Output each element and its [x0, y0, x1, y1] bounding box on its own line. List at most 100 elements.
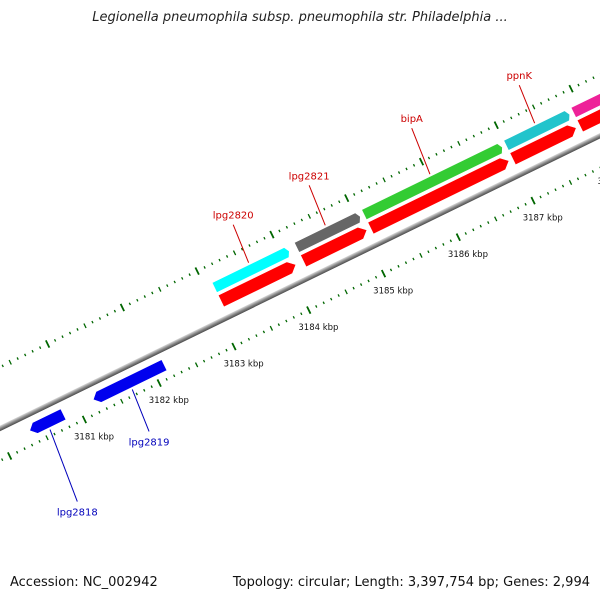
inner-tick: [330, 297, 333, 301]
outer-tick: [24, 353, 27, 357]
outer-tick: [480, 131, 483, 134]
inner-tick: [374, 275, 378, 279]
inner-tick: [217, 352, 221, 356]
outer-tick: [353, 193, 356, 196]
inner-tick: [68, 425, 71, 429]
outer-tick: [307, 213, 312, 219]
outer-tick: [106, 313, 109, 317]
inner-tick: [269, 325, 274, 331]
inner-tick: [38, 439, 41, 443]
gene-label-leader: [49, 429, 78, 502]
inner-tick: [143, 388, 146, 392]
scale-tick-label: 3181 kbp: [74, 432, 114, 442]
inner-tick: [584, 173, 587, 177]
inner-tick: [322, 301, 325, 305]
genome-summary-text: Topology: circular; Length: 3,397,754 bp…: [232, 575, 590, 590]
inner-tick: [120, 398, 124, 404]
outer-tick: [577, 83, 580, 87]
outer-tick: [143, 295, 146, 298]
gene-ppnK[interactable]: [503, 109, 572, 151]
outer-tick: [91, 320, 94, 324]
outer-tick: [38, 346, 42, 350]
outer-tick: [240, 247, 244, 251]
gene-label-leader: [131, 389, 150, 432]
inner-tick: [509, 210, 512, 214]
outer-tick: [338, 200, 341, 204]
gene-label-lpg2821[interactable]: lpg2821: [289, 171, 330, 182]
inner-tick: [300, 312, 303, 316]
gene-lpg2818[interactable]: [27, 408, 67, 436]
gene-lpg2819[interactable]: [91, 359, 168, 405]
cds-lpg2820[interactable]: [217, 259, 298, 308]
gene-label-ppnK[interactable]: ppnK: [506, 71, 532, 82]
inner-tick: [517, 206, 520, 210]
outer-tick: [323, 207, 326, 211]
inner-tick: [194, 362, 199, 368]
inner-tick: [128, 396, 131, 400]
outer-tick: [592, 76, 595, 80]
inner-tick: [180, 370, 183, 374]
gene-lpg2820[interactable]: [211, 246, 292, 293]
outer-tick: [465, 138, 468, 142]
scale-tick-label: 3183 kbp: [224, 359, 264, 369]
outer-tick: [502, 120, 505, 123]
outer-tick: [166, 284, 169, 288]
inner-tick: [98, 410, 101, 414]
cds-ppnK[interactable]: [509, 122, 579, 166]
cds-recN[interactable]: [576, 58, 600, 133]
gene-label-lpg2820[interactable]: lpg2820: [213, 211, 254, 222]
gene-label-lpg2819[interactable]: lpg2819: [129, 437, 170, 448]
scale-tick-label: 3186 kbp: [448, 250, 488, 260]
inner-tick: [502, 213, 505, 217]
scale-tick-label: 3182 kbp: [149, 396, 189, 406]
outer-tick: [136, 298, 139, 302]
outer-tick: [248, 244, 251, 247]
outer-tick: [435, 152, 438, 156]
outer-tick: [517, 112, 520, 116]
outer-tick: [255, 240, 259, 244]
inner-tick: [530, 196, 536, 205]
outer-tick: [188, 273, 191, 277]
gene-label-lpg2818[interactable]: lpg2818: [57, 508, 98, 519]
cds-bipA[interactable]: [367, 155, 512, 235]
inner-tick: [231, 342, 237, 351]
cds-lpg2821[interactable]: [300, 224, 369, 268]
outer-tick: [151, 291, 154, 295]
scale-tick-label: 3185 kbp: [373, 286, 413, 296]
inner-tick: [165, 377, 168, 381]
outer-tick: [300, 218, 303, 222]
outer-tick: [218, 258, 221, 262]
inner-tick: [15, 450, 19, 454]
inner-tick: [202, 359, 206, 363]
gene-label-bipA[interactable]: bipA: [401, 114, 423, 125]
gene-recN[interactable]: [570, 46, 600, 118]
inner-tick: [53, 432, 56, 436]
inner-tick: [472, 228, 475, 232]
inner-tick: [81, 415, 87, 424]
inner-tick: [156, 379, 162, 388]
map-title: Legionella pneumophila subsp. pneumophil…: [92, 10, 508, 25]
inner-tick: [427, 250, 430, 254]
outer-tick: [368, 185, 371, 189]
outer-tick: [225, 255, 229, 258]
outer-tick: [330, 203, 333, 207]
scale-labels: 3181 kbp 3182 kbp 3183 kbp 3184 kbp 3185 kbp…: [74, 177, 600, 442]
outer-tick: [382, 177, 386, 183]
outer-tick: [397, 171, 401, 174]
inner-tick: [277, 323, 280, 327]
outer-tick: [119, 303, 125, 312]
gene-bipA[interactable]: [361, 142, 505, 221]
outer-tick: [83, 323, 87, 329]
inner-tick: [344, 289, 348, 295]
inner-tick: [546, 191, 550, 195]
outer-tick: [487, 127, 490, 131]
outer-tick: [568, 84, 574, 93]
gene-lpg2821[interactable]: [293, 212, 362, 253]
inner-tick: [187, 367, 191, 370]
inner-tick: [173, 374, 176, 378]
inner-tick: [487, 221, 490, 224]
outer-tick: [269, 230, 275, 239]
outer-tick: [450, 145, 453, 149]
outer-tick: [263, 236, 266, 240]
